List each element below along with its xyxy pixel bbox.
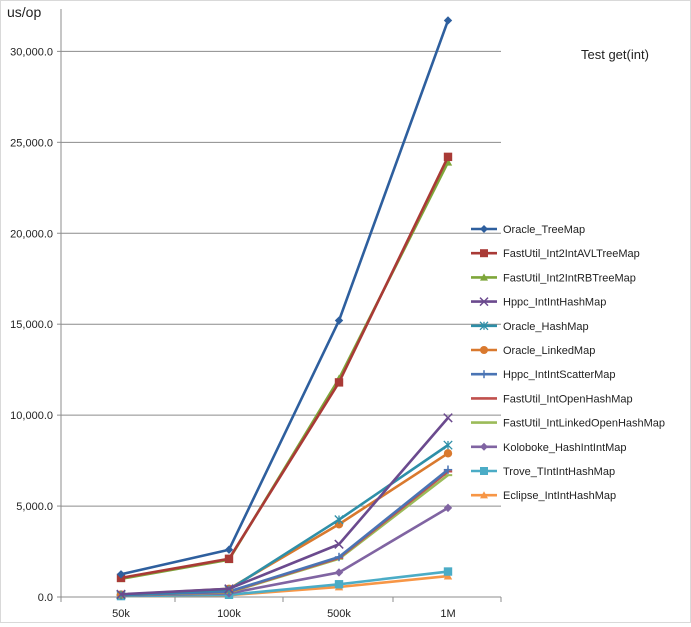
series-Hppc_IntIntScatterMap	[116, 465, 453, 600]
marker-square	[334, 580, 344, 589]
marker-square	[224, 554, 234, 564]
y-tick-label: 20,000.0	[10, 228, 53, 240]
y-tick-label: 0.0	[38, 592, 53, 604]
y-tick-label: 30,000.0	[10, 46, 53, 58]
legend-item: Hppc_IntIntHashMap	[471, 297, 606, 309]
legend-label: FastUtil_IntLinkedOpenHashMap	[503, 418, 665, 430]
legend: Oracle_TreeMap FastUtil_Int2IntAVLTreeMap…	[471, 224, 665, 502]
marker-circle	[443, 449, 453, 458]
legend-item: FastUtil_IntOpenHashMap	[471, 393, 633, 405]
legend-item: Eclipse_IntIntHashMap	[471, 490, 616, 502]
legend-label: Koloboke_HashIntIntMap	[503, 442, 627, 454]
marker-diamond	[443, 16, 453, 25]
marker-diamond	[224, 545, 234, 554]
legend-item: Oracle_HashMap	[471, 321, 589, 333]
marker-diamond	[334, 316, 344, 325]
marker-square	[334, 378, 344, 387]
legend-label: FastUtil_Int2IntRBTreeMap	[503, 272, 636, 284]
series-Koloboke_HashIntIntMap	[116, 503, 453, 600]
gridlines	[61, 50, 501, 507]
marker-x	[334, 539, 344, 549]
legend-item: Oracle_TreeMap	[471, 224, 585, 236]
marker-x	[116, 589, 126, 600]
series-FastUtil_Int2IntAVLTreeMap	[116, 152, 453, 583]
y-tick-label: 10,000.0	[10, 410, 53, 422]
x-tick-label: 500k	[327, 608, 351, 620]
chart-title: Test get(int)	[581, 47, 649, 62]
legend-item: Hppc_IntIntScatterMap	[471, 369, 616, 381]
y-tick-label: 5,000.0	[16, 501, 53, 513]
marker-x	[479, 297, 489, 307]
series-line	[120, 156, 450, 580]
legend-item: FastUtil_IntLinkedOpenHashMap	[471, 418, 665, 430]
legend-label: Trove_TIntIntHashMap	[503, 466, 615, 478]
legend-label: Oracle_HashMap	[503, 321, 589, 333]
series-line	[120, 417, 449, 596]
series-line	[120, 506, 449, 597]
marker-square	[443, 152, 453, 162]
legend-item: Trove_TIntIntHashMap	[471, 466, 615, 478]
legend-label: FastUtil_IntOpenHashMap	[503, 393, 633, 405]
marker-diamond	[480, 442, 488, 451]
legend-label: Oracle_TreeMap	[503, 224, 585, 236]
x-tick-label: 100k	[217, 608, 241, 620]
marker-square	[480, 467, 488, 475]
legend-label: FastUtil_Int2IntAVLTreeMap	[503, 248, 640, 260]
marker-diamond	[480, 225, 488, 233]
legend-item: FastUtil_Int2IntAVLTreeMap	[471, 248, 640, 260]
axes: 0.0 5,000.0 10,000.0 15,000.0 20,000.0 25,000…	[10, 9, 502, 620]
marker-diamond	[334, 568, 344, 577]
x-tick-label: 50k	[112, 608, 130, 620]
marker-circle	[480, 346, 488, 354]
marker-square	[443, 567, 453, 576]
legend-item: FastUtil_Int2IntRBTreeMap	[471, 272, 636, 284]
marker-x	[224, 584, 234, 594]
marker-x	[443, 413, 453, 423]
series-Oracle_TreeMap	[116, 16, 453, 579]
y-tick-label: 25,000.0	[10, 137, 53, 149]
legend-item: Oracle_LinkedMap	[471, 345, 595, 357]
x-tick-label: 1M	[440, 608, 455, 620]
legend-label: Oracle_LinkedMap	[503, 345, 595, 357]
marker-triangle	[480, 273, 488, 281]
series-Hppc_IntIntHashMap	[116, 413, 453, 600]
legend-label: Eclipse_IntIntHashMap	[503, 490, 616, 502]
y-tick-label: 15,000.0	[10, 319, 53, 331]
y-axis-label: us/op	[7, 4, 41, 20]
legend-label: Hppc_IntIntScatterMap	[503, 369, 616, 381]
marker-square	[480, 249, 488, 258]
marker-diamond	[116, 570, 126, 579]
marker-triangle	[480, 491, 488, 499]
marker-diamond	[443, 503, 453, 513]
series-line	[120, 161, 450, 581]
series-lines	[116, 16, 453, 601]
legend-label: Hppc_IntIntHashMap	[503, 297, 606, 309]
legend-item: Koloboke_HashIntIntMap	[471, 442, 627, 454]
series-FastUtil_Int2IntRBTreeMap	[116, 158, 453, 583]
series-line	[120, 20, 450, 576]
